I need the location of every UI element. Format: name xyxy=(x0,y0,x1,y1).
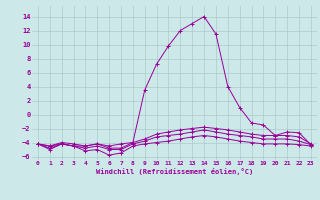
X-axis label: Windchill (Refroidissement éolien,°C): Windchill (Refroidissement éolien,°C) xyxy=(96,168,253,175)
